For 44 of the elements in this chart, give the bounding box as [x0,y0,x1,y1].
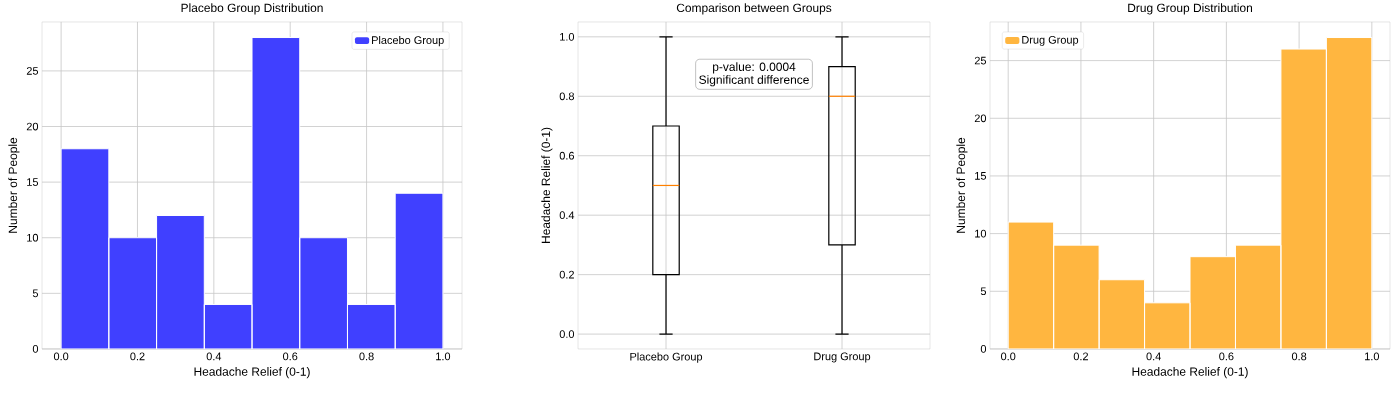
y-tick-label: 1.0 [560,32,575,41]
y-tick-label: 0.4 [559,211,575,220]
x-tick-label: 1.0 [436,352,451,361]
y-tick-label: 15 [975,172,987,180]
y-tick-label: 5 [980,287,987,296]
x-axis-title: Headache Relief (0-1) [194,367,310,379]
x-tick-label: Placebo Group [630,352,703,363]
y-tick-label: 15 [27,178,39,186]
x-tick-label: 1.0 [1365,352,1380,361]
x-tick-label: 0.0 [53,352,69,361]
y-tick-label: 5 [32,289,39,298]
y-tick-label: 0 [32,345,39,353]
x-tick-label: 0.4 [1146,352,1161,361]
y-tick-label: 25 [974,56,987,65]
annotation: p-value: 0.0004 [713,62,796,74]
y-tick-label: 20 [974,114,987,123]
annotation: Significant difference [699,75,809,87]
x-tick-label: 0.4 [206,352,222,361]
y-tick-label: 0.0 [559,330,575,338]
x-tick-label: 0.6 [283,352,298,361]
y-tick-label: 25 [26,67,39,75]
y-tick-label: 10 [975,229,987,238]
chart-title: Placebo Group Distribution [181,3,323,15]
legend-label: Drug Group [1022,35,1079,46]
chart-title: Comparison between Groups [676,3,832,15]
x-tick-label: 0.6 [1219,352,1234,361]
x-tick-label: 0.2 [130,352,145,361]
y-tick-label: 20 [26,122,39,131]
x-tick-label: 0.8 [1291,352,1307,361]
y-axis-title: Headache Relief (0-1) [541,127,553,243]
y-tick-label: 0.6 [559,151,575,160]
y-tick-label: 0 [980,345,987,353]
x-tick-label: Drug Group [814,352,871,363]
y-axis-title: Number of People [8,137,20,233]
x-tick-label: 0.8 [359,352,374,361]
x-tick-label: 0.2 [1073,352,1088,361]
x-axis-title: Headache Relief (0-1) [1132,367,1248,379]
y-tick-label: 10 [27,233,39,242]
y-tick-label: 0.2 [559,270,574,279]
x-tick-label: 0.0 [1001,352,1016,361]
y-tick-label: 0.8 [559,92,575,101]
legend-label: Placebo Group [372,35,444,47]
y-axis-title: Number of People [956,137,968,233]
chart-title: Drug Group Distribution [1128,3,1252,15]
